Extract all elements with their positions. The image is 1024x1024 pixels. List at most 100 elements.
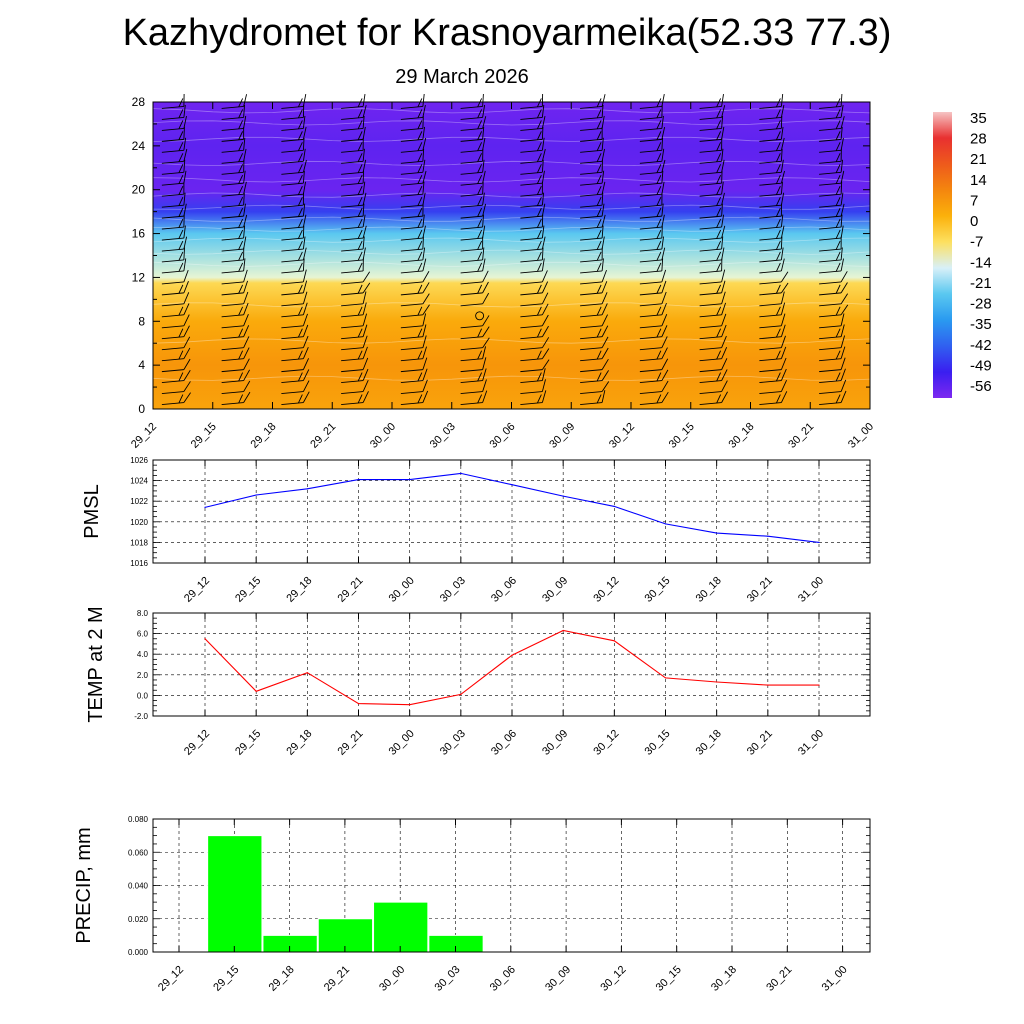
y-tick-label: 1026	[130, 456, 148, 465]
wind-barb	[580, 258, 604, 274]
wind-barb	[520, 258, 545, 274]
wind-barb	[699, 225, 726, 241]
wind-barb	[460, 170, 486, 186]
wind-barb	[341, 159, 367, 175]
wind-barb	[639, 126, 666, 142]
x-tick-label: 29_21	[336, 575, 366, 605]
wind-barb	[460, 258, 486, 274]
data-point	[204, 506, 206, 508]
wind-barb	[759, 324, 786, 340]
x-tick-label: 31_00	[846, 421, 876, 451]
wind-barb	[759, 380, 787, 395]
wind-barb	[580, 148, 605, 164]
wind-barb	[520, 170, 545, 186]
wind-barb	[699, 214, 725, 230]
wind-barb	[221, 203, 246, 219]
wind-barb	[520, 270, 548, 285]
wind-barb	[580, 225, 604, 241]
wind-barb	[639, 336, 668, 351]
data-point	[357, 703, 360, 705]
colorbar-label: 14	[970, 172, 987, 189]
x-tick-label: 29_18	[267, 964, 297, 994]
wind-barb	[699, 302, 727, 318]
wind-barb	[460, 326, 490, 340]
wind-barb	[400, 93, 425, 109]
wind-barb	[221, 391, 251, 405]
wind-barb	[639, 358, 669, 373]
pmsl-y-axis-label: PMSL	[81, 484, 103, 538]
x-tick-label: 29_21	[336, 728, 366, 758]
data-point	[255, 494, 257, 496]
x-tick-label: 29_18	[284, 575, 314, 605]
wind-barb	[639, 347, 668, 362]
wind-barb	[400, 390, 429, 405]
wind-barb	[580, 159, 603, 175]
wind-barb	[580, 370, 609, 384]
wind-barb	[639, 369, 669, 384]
data-point	[613, 505, 615, 507]
wind-barb	[580, 325, 609, 340]
wind-barb	[341, 282, 371, 296]
wind-barb	[400, 159, 426, 175]
wind-barb	[520, 192, 545, 208]
wind-barb	[759, 357, 787, 373]
wind-barb	[460, 137, 486, 153]
wind-barb	[281, 247, 307, 263]
colorbar	[933, 112, 952, 398]
wind-barb	[460, 203, 487, 219]
wind-barb	[759, 247, 784, 263]
wind-barb	[460, 281, 489, 296]
wind-barb	[460, 337, 490, 351]
y-tick-label: 20	[132, 183, 146, 197]
wind-barb	[221, 347, 250, 362]
wind-barb	[221, 291, 249, 307]
wind-barb	[699, 258, 723, 274]
wind-barb	[161, 214, 185, 230]
wind-barb	[759, 115, 783, 131]
wind-barb	[400, 181, 425, 197]
wind-barb	[819, 116, 845, 131]
contour-line	[152, 226, 871, 232]
wind-barb	[819, 346, 846, 362]
wind-barb	[400, 379, 428, 395]
wind-barb	[161, 159, 186, 175]
wind-barb	[161, 314, 190, 329]
x-tick-label: 30_03	[433, 964, 463, 994]
wind-barb	[819, 258, 844, 274]
wind-barb	[400, 304, 430, 318]
x-tick-label: 30_21	[745, 575, 775, 605]
wind-barb	[221, 115, 247, 131]
y-tick-label: 0.000	[128, 948, 149, 957]
x-tick-label: 30_03	[438, 575, 468, 605]
wind-barb	[161, 258, 187, 274]
colorbar-label: -56	[970, 378, 992, 395]
wind-barb	[819, 379, 847, 395]
x-tick-label: 30_06	[489, 575, 519, 605]
wind-barbs	[161, 93, 849, 405]
wind-barb	[161, 137, 187, 153]
wind-barb	[639, 236, 664, 252]
wind-barb	[580, 358, 609, 373]
wind-barb	[639, 391, 669, 405]
wind-barb	[759, 148, 783, 164]
x-tick-label: 30_06	[488, 964, 518, 994]
colorbar-label: 0	[970, 213, 978, 230]
wind-barb	[341, 225, 367, 241]
wind-barb	[699, 170, 723, 186]
wind-barb	[520, 181, 543, 197]
wind-barb	[341, 302, 367, 318]
wind-barb	[639, 269, 667, 285]
wind-barb	[580, 170, 605, 186]
wind-barb	[520, 225, 545, 241]
wind-barb	[281, 170, 305, 186]
wind-barb	[400, 225, 426, 241]
wind-barb	[759, 137, 785, 153]
wind-barb	[221, 192, 245, 208]
colorbar-label: 7	[970, 192, 978, 209]
y-tick-label: -2.0	[134, 712, 148, 721]
y-tick-label: 1022	[130, 497, 148, 506]
wind-barb	[341, 324, 368, 340]
wind-barb	[520, 137, 545, 153]
data-point	[613, 640, 615, 642]
wind-barb	[281, 181, 307, 197]
